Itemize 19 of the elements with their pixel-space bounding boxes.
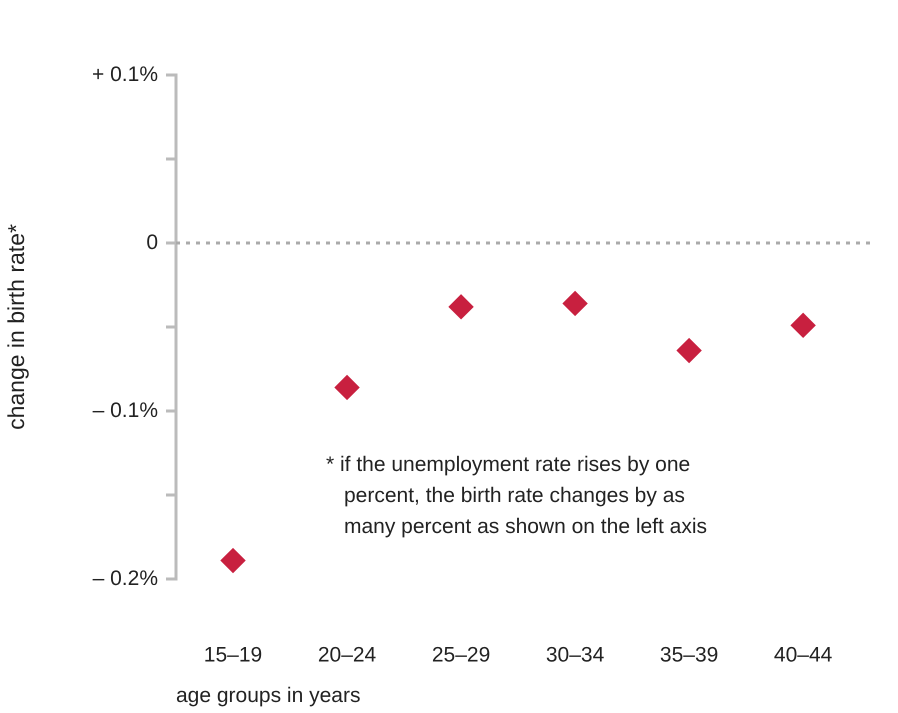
- x-tick-label: 35–39: [660, 643, 718, 666]
- x-tick-label: 30–34: [546, 643, 605, 666]
- y-axis-title: change in birth rate*: [3, 224, 30, 430]
- x-tick-label: 20–24: [318, 643, 377, 666]
- x-tick-label: 40–44: [774, 643, 833, 666]
- y-tick-label: – 0.1%: [92, 398, 158, 422]
- point: [334, 374, 360, 400]
- y-tick-label: 0: [146, 230, 158, 254]
- y-tick-label: + 0.1%: [92, 62, 158, 86]
- point: [448, 294, 474, 320]
- annotation: * if the unemployment rate rises by one percent, the birth rate changes by as many percent as shown on the left axis: [326, 453, 708, 538]
- point: [790, 312, 816, 338]
- y-tick-label: – 0.2%: [92, 566, 158, 590]
- point: [676, 338, 702, 364]
- x-tick-label: 15–19: [204, 643, 262, 666]
- point: [562, 290, 588, 316]
- x-tick-label: 25–29: [432, 643, 490, 666]
- x-axis-title: age groups in years: [176, 684, 360, 708]
- point: [220, 548, 246, 574]
